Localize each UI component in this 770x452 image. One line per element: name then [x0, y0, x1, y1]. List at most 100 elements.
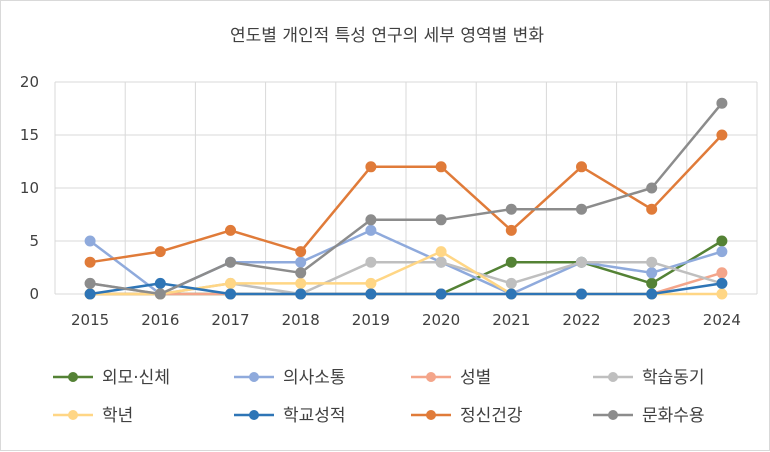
legend-marker	[426, 372, 436, 382]
data-point	[505, 224, 517, 236]
data-point	[154, 246, 166, 258]
data-point	[716, 129, 728, 141]
data-point	[716, 97, 728, 109]
series-8	[84, 97, 728, 300]
legend-label: 학년	[102, 406, 133, 426]
data-point	[716, 288, 728, 300]
x-tick-label: 2017	[211, 311, 249, 329]
legend-item: 정신건강	[411, 406, 523, 426]
series-lines	[84, 97, 728, 300]
series-6	[84, 277, 728, 300]
data-point	[295, 246, 307, 258]
data-point	[646, 277, 658, 289]
y-tick-label: 5	[29, 232, 39, 250]
data-point	[365, 277, 377, 289]
data-point	[576, 161, 587, 173]
data-point	[365, 214, 377, 226]
data-point	[505, 256, 517, 268]
data-point	[365, 256, 377, 268]
data-point	[505, 288, 517, 300]
data-point	[295, 277, 307, 289]
legend-label: 성별	[460, 368, 491, 388]
data-point	[295, 267, 307, 279]
data-point	[716, 235, 728, 247]
data-point	[646, 203, 658, 215]
series-line	[88, 101, 724, 296]
legend-label: 학습동기	[642, 368, 705, 388]
data-point	[295, 256, 307, 268]
data-point	[295, 288, 307, 300]
data-point	[225, 288, 236, 300]
data-point	[716, 267, 728, 279]
y-tick-label: 10	[20, 179, 39, 197]
legend-marker	[608, 372, 618, 382]
legend-marker	[608, 410, 618, 420]
data-point	[84, 256, 96, 268]
data-point	[225, 277, 236, 289]
data-point	[435, 256, 447, 268]
data-point	[225, 224, 236, 236]
legend-label: 의사소통	[283, 368, 346, 388]
x-tick-label: 2018	[282, 311, 320, 329]
x-tick-label: 2023	[633, 311, 671, 329]
data-point	[435, 214, 447, 226]
y-tick-label: 15	[20, 126, 39, 144]
data-point	[505, 277, 517, 289]
x-tick-label: 2019	[352, 311, 390, 329]
legend-item: 문화수용	[593, 406, 705, 426]
data-point	[365, 224, 377, 236]
y-tick-label: 20	[20, 73, 39, 91]
legend-marker	[426, 410, 436, 420]
legend-item: 의사소통	[234, 368, 346, 388]
data-point	[365, 161, 377, 173]
legend-marker	[249, 372, 259, 382]
data-point	[716, 277, 728, 289]
legend-marker	[68, 410, 78, 420]
x-tick-label: 2024	[703, 311, 741, 329]
data-point	[646, 182, 658, 194]
data-point	[716, 246, 728, 258]
data-point	[225, 256, 236, 268]
data-point	[646, 288, 658, 300]
data-point	[84, 288, 96, 300]
legend-item: 외모·신체	[53, 368, 170, 388]
x-tick-label: 2021	[492, 311, 530, 329]
legend-item: 학교성적	[234, 406, 346, 426]
data-point	[646, 256, 658, 268]
data-point	[576, 203, 587, 215]
legend-item: 성별	[411, 368, 491, 388]
data-point	[154, 277, 166, 289]
data-point	[435, 288, 447, 300]
legend-item: 학년	[53, 406, 133, 426]
x-tick-label: 2022	[562, 311, 600, 329]
data-point	[646, 267, 658, 279]
legend-label: 학교성적	[283, 406, 346, 426]
series-line	[88, 282, 724, 296]
legend-marker	[68, 372, 78, 382]
legend-label: 정신건강	[460, 406, 523, 426]
data-point	[505, 203, 517, 215]
legend-marker	[249, 410, 259, 420]
data-point	[576, 288, 587, 300]
legend-item: 학습동기	[593, 368, 705, 388]
data-point	[435, 161, 447, 173]
x-tick-label: 2020	[422, 311, 460, 329]
data-point	[84, 235, 96, 247]
data-point	[576, 256, 587, 268]
data-point	[154, 288, 166, 300]
data-point	[365, 288, 377, 300]
x-tick-label: 2016	[141, 311, 179, 329]
series-line	[88, 133, 724, 264]
y-tick-label: 0	[29, 285, 39, 303]
axis-labels: 0 5 10 15 20 2015 2016 2017 2018 2019 2020 2021 2022…	[20, 73, 741, 329]
data-point	[84, 277, 96, 289]
chart-title: 연도별 개인적 특성 연구의 세부 영역별 변화	[230, 26, 544, 46]
x-tick-label: 2015	[71, 311, 109, 329]
data-point	[435, 246, 447, 258]
legend-label: 외모·신체	[102, 368, 170, 388]
legend-label: 문화수용	[642, 406, 705, 426]
series-7	[84, 129, 728, 268]
